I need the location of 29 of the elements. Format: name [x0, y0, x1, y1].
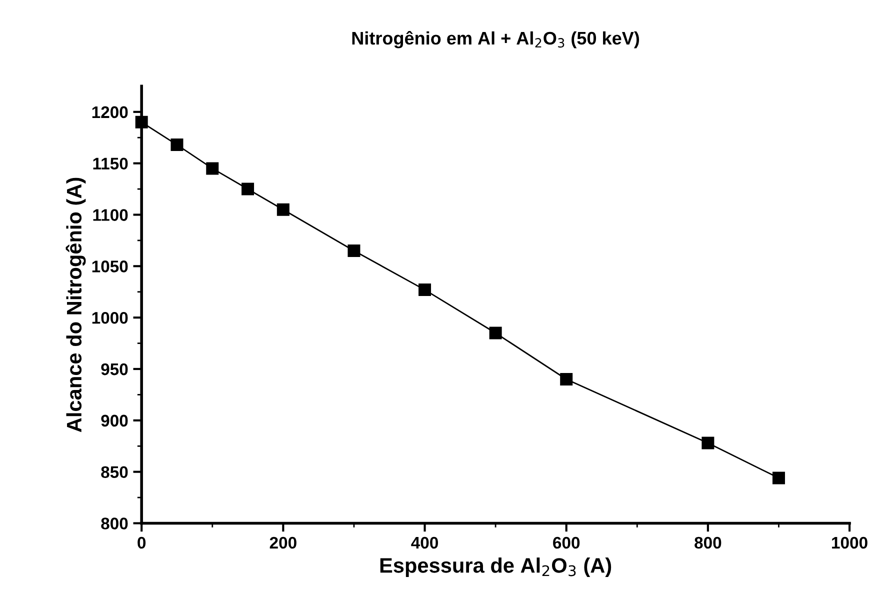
y-tick-label: 1200 [92, 106, 128, 118]
y-tick-label: 1000 [92, 312, 128, 324]
point [242, 182, 254, 196]
y-tick-label: 1150 [93, 158, 128, 170]
x-tick-label: 800 [694, 536, 722, 549]
point [560, 373, 573, 386]
point [702, 436, 714, 450]
y-tick-label: 950 [101, 363, 128, 376]
x-tick-label: 1000 [832, 536, 868, 549]
x-tick-label: 200 [270, 536, 296, 549]
point [170, 138, 184, 152]
point [276, 203, 290, 216]
point [135, 116, 148, 128]
y-tick-label: 1050 [92, 260, 128, 272]
y-tick-label: 1100 [93, 209, 128, 221]
y-tick-label: 800 [101, 518, 128, 530]
point [348, 244, 360, 257]
x-tick-label: 600 [553, 536, 580, 549]
x-axis-title: Espessura de Al$_{2}$O$_{3}$ (A) [380, 558, 612, 577]
y-tick-label: 900 [101, 414, 128, 427]
y-axis-title: Alcance do Nitrogênio (A) [66, 178, 86, 432]
x-tick-label: 0 [138, 536, 146, 549]
point [489, 326, 502, 340]
y-tick-label: 850 [101, 466, 128, 478]
chart-title: Nitrogênio em Al + Al$_{2}$O$_{3}$ (50 keV) [352, 30, 640, 48]
point [206, 162, 219, 175]
x-tick-label: 400 [411, 536, 438, 549]
point [418, 284, 432, 296]
point [772, 472, 785, 484]
